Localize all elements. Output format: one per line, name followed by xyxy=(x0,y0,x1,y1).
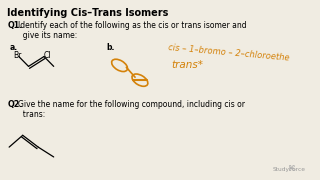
Text: Identify each of the following as the cis or trans isomer and
  give its name:: Identify each of the following as the ci… xyxy=(18,21,246,40)
Text: Cl: Cl xyxy=(44,51,52,60)
Text: StudyForce: StudyForce xyxy=(273,167,306,172)
Text: a.: a. xyxy=(9,43,17,52)
Text: b.: b. xyxy=(106,43,114,52)
Text: Q2.: Q2. xyxy=(7,100,23,109)
Text: ⌘: ⌘ xyxy=(287,164,295,173)
Text: Identifying Cis–Trans Isomers: Identifying Cis–Trans Isomers xyxy=(7,8,169,18)
Text: cis – 1–bromo – 2–chloroethe: cis – 1–bromo – 2–chloroethe xyxy=(168,43,290,62)
Text: Give the name for the following compound, including cis or
  trans:: Give the name for the following compound… xyxy=(18,100,245,119)
Text: Br: Br xyxy=(13,51,21,60)
Text: Q1.: Q1. xyxy=(7,21,23,30)
Text: trans*: trans* xyxy=(171,60,203,70)
